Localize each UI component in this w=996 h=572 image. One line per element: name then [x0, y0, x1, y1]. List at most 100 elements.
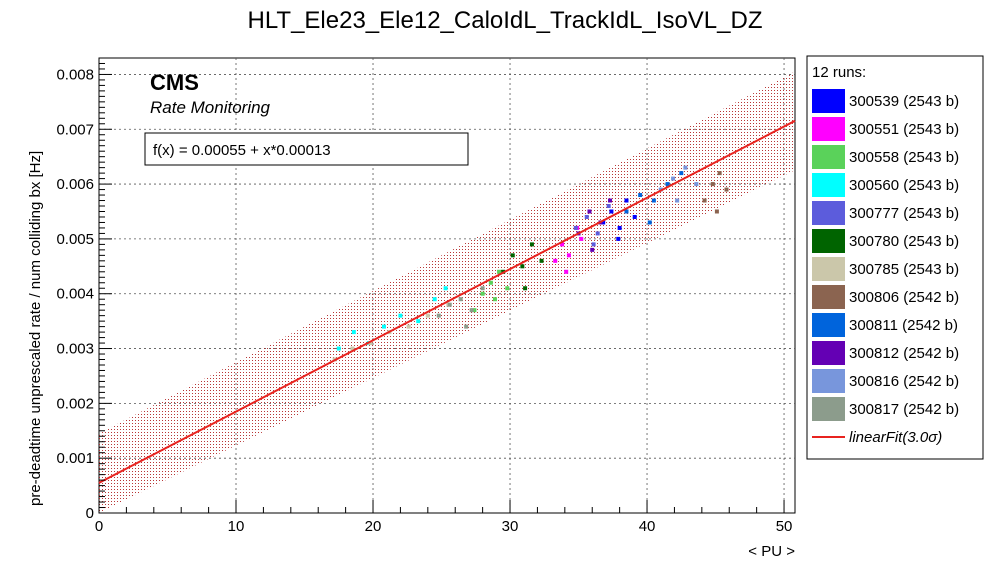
data-point	[579, 236, 584, 241]
y-tick-label: 0	[86, 505, 94, 522]
data-point	[584, 214, 589, 219]
legend-label: 300558 (2543 b)	[849, 149, 959, 166]
legend-label: 300812 (2542 b)	[849, 345, 959, 362]
data-point	[432, 297, 437, 302]
legend-swatch	[812, 145, 845, 169]
data-point	[510, 253, 515, 258]
data-point	[617, 225, 622, 230]
data-point	[443, 286, 448, 291]
legend-swatch	[812, 285, 845, 309]
data-point	[609, 209, 614, 214]
data-point	[606, 204, 611, 209]
data-point	[675, 198, 680, 203]
data-point	[469, 308, 474, 313]
fit-formula-box	[144, 132, 469, 166]
data-point	[683, 165, 688, 170]
legend-label: 300551 (2543 b)	[849, 121, 959, 138]
legend-label: 300777 (2543 b)	[849, 205, 959, 222]
fit-band-area	[99, 71, 795, 514]
data-point	[651, 198, 656, 203]
data-point	[591, 242, 596, 247]
data-point	[665, 182, 670, 187]
data-point	[679, 171, 684, 176]
legend-label: 300780 (2543 b)	[849, 233, 959, 250]
y-tick-label: 0.003	[56, 341, 94, 358]
legend-label: 300560 (2543 b)	[849, 177, 959, 194]
legend-label: 300816 (2542 b)	[849, 373, 959, 390]
legend-swatch	[812, 341, 845, 365]
y-tick-label: 0.002	[56, 395, 94, 412]
legend-swatch	[812, 201, 845, 225]
data-point	[425, 313, 430, 318]
legend-title: 12 runs:	[812, 64, 866, 81]
data-point	[505, 286, 510, 291]
data-point	[702, 198, 707, 203]
x-tick-label: 40	[639, 518, 656, 535]
legend-swatch	[812, 229, 845, 253]
data-point	[336, 346, 341, 351]
data-point	[717, 171, 722, 176]
data-point	[350, 346, 355, 351]
data-point	[616, 236, 621, 241]
y-axis-label: pre-deadtime unprescaled rate / num coll…	[27, 151, 44, 506]
chart-title: HLT_Ele23_Ele12_CaloIdL_TrackIdL_IsoVL_D…	[248, 7, 763, 34]
data-point	[406, 324, 411, 329]
data-point	[694, 182, 699, 187]
legend-label: 300811 (2542 b)	[849, 317, 958, 334]
data-point	[671, 176, 676, 181]
axes: 0 10 20 30 40 50 0 0.001 0.002 0.003 0.004 0.005 0.0…	[56, 62, 793, 535]
legend-label: 300806 (2542 b)	[849, 289, 959, 306]
legend-swatch	[812, 117, 845, 141]
y-tick-label: 0.007	[56, 121, 94, 138]
data-point	[381, 324, 386, 329]
data-point	[632, 214, 637, 219]
y-tick-label: 0.006	[56, 176, 94, 193]
data-point	[447, 302, 452, 307]
data-point	[480, 286, 485, 291]
legend-swatch	[812, 369, 845, 393]
y-tick-label: 0.001	[56, 450, 94, 467]
data-point	[480, 291, 485, 296]
y-tick-label: 0.008	[56, 66, 94, 83]
data-point	[416, 319, 421, 324]
y-tick-label: 0.005	[56, 231, 94, 248]
data-point	[488, 280, 493, 285]
data-point	[464, 324, 469, 329]
legend-swatch	[812, 89, 845, 113]
cms-sublabel: Rate Monitoring	[150, 98, 271, 117]
data-point	[523, 286, 528, 291]
data-point	[647, 220, 652, 225]
data-point	[553, 258, 558, 263]
data-point	[564, 269, 569, 274]
data-point	[539, 258, 544, 263]
fit-formula: f(x) = 0.00055 + x*0.00013	[153, 142, 331, 159]
data-point	[492, 297, 497, 302]
data-point	[472, 308, 477, 313]
data-point	[587, 209, 592, 214]
legend-fit-label: linearFit(3.0σ)	[849, 429, 942, 446]
data-point	[351, 330, 356, 335]
data-point	[608, 198, 613, 203]
x-tick-label: 50	[776, 518, 793, 535]
legend: 12 runs: 300539 (2543 b)300551 (2543 b)3…	[806, 55, 984, 460]
data-point	[497, 269, 502, 274]
data-point	[724, 187, 729, 192]
data-point	[710, 182, 715, 187]
data-point	[458, 297, 463, 302]
fit-line	[98, 119, 796, 484]
legend-items: 300539 (2543 b) 300551 (2543 b) 300558 (25…	[812, 89, 959, 446]
fit-line-path	[98, 119, 796, 484]
data-point	[566, 253, 571, 258]
data-point	[560, 242, 565, 247]
x-tick-label: 0	[95, 518, 103, 535]
x-axis-label: < PU >	[748, 543, 795, 560]
legend-label: 300785 (2543 b)	[849, 261, 959, 278]
data-point	[436, 313, 441, 318]
x-tick-label: 20	[365, 518, 382, 535]
legend-swatch	[812, 173, 845, 197]
data-point	[398, 313, 403, 318]
legend-swatch	[812, 397, 845, 421]
data-point	[624, 209, 629, 214]
data-point	[601, 220, 606, 225]
